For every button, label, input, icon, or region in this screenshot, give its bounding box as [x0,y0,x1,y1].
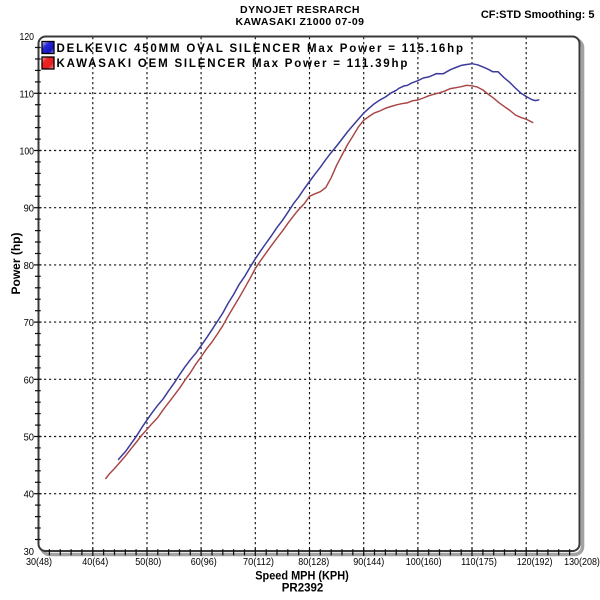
svg-text:60(96): 60(96) [191,557,217,568]
svg-text:120(192): 120(192) [517,557,553,568]
svg-text:130(208): 130(208) [564,557,600,568]
svg-text:Speed MPH (KPH): Speed MPH (KPH) [255,570,349,582]
svg-text:DELKEVIC 450MM OVAL SILENCER M: DELKEVIC 450MM OVAL SILENCER Max Power =… [57,43,465,55]
svg-text:70(112): 70(112) [243,557,274,568]
svg-text:90: 90 [24,203,35,215]
svg-text:80(128): 80(128) [298,557,329,568]
svg-text:CF:STD Smoothing: 5: CF:STD Smoothing: 5 [481,9,595,21]
svg-text:80: 80 [24,260,35,272]
svg-text:90(144): 90(144) [353,557,384,568]
svg-text:60: 60 [24,374,35,386]
svg-text:30(48): 30(48) [26,557,52,568]
svg-text:110: 110 [20,88,35,100]
svg-text:50: 50 [24,432,35,444]
svg-text:40(64): 40(64) [82,557,108,568]
svg-text:PR2392: PR2392 [282,582,324,594]
svg-text:KAWASAKI Z1000 07-09: KAWASAKI Z1000 07-09 [235,16,364,28]
svg-text:40: 40 [24,489,35,501]
svg-text:100(160): 100(160) [406,557,442,568]
svg-text:70: 70 [24,317,35,329]
svg-text:110(175): 110(175) [461,557,497,568]
svg-text:50(80): 50(80) [135,557,161,568]
svg-text:KAWASAKI OEM SILENCER Max Powe: KAWASAKI OEM SILENCER Max Power = 111.39… [57,58,410,70]
svg-text:DYNOJET RESRARCH: DYNOJET RESRARCH [240,4,360,16]
svg-text:100: 100 [20,146,35,158]
svg-text:Power (hp): Power (hp) [9,232,23,294]
svg-text:30: 30 [24,546,35,558]
svg-text:120: 120 [20,31,35,43]
